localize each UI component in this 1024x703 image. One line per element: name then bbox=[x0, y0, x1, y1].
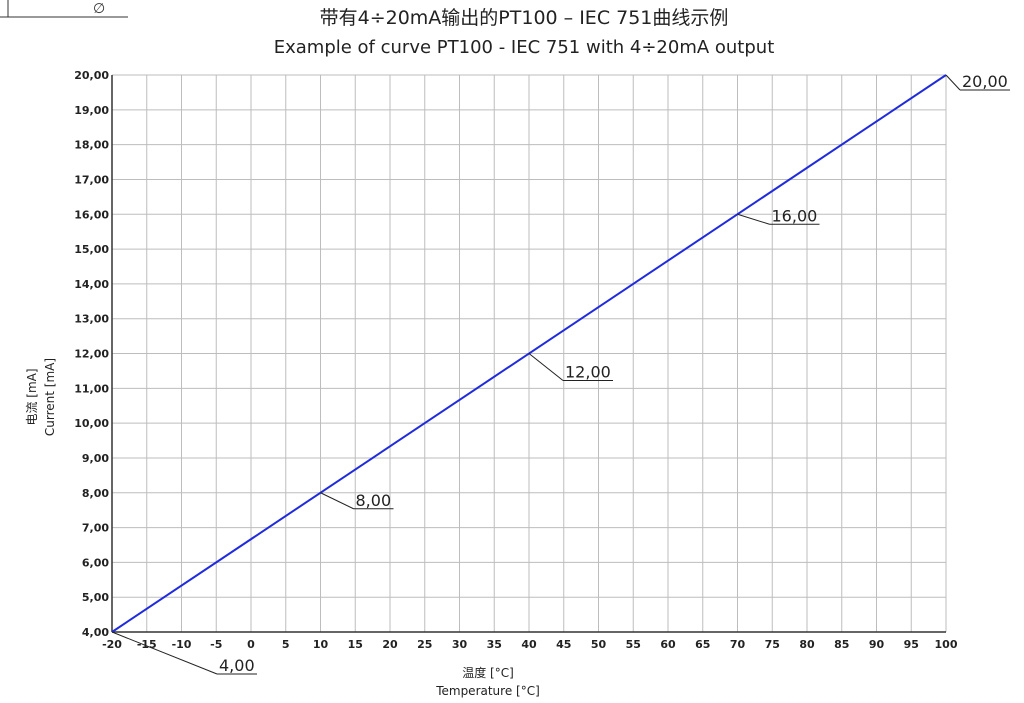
y-tick-label: 12,00 bbox=[74, 348, 109, 361]
x-tick-label: 0 bbox=[247, 638, 255, 651]
y-tick-label: 4,00 bbox=[82, 626, 109, 639]
x-tick-label: 80 bbox=[799, 638, 815, 651]
y-tick-label: 8,00 bbox=[82, 487, 109, 500]
data-label: 8,00 bbox=[356, 491, 392, 510]
x-tick-label: 75 bbox=[765, 638, 780, 651]
data-label: 20,00 bbox=[962, 72, 1008, 91]
y-tick-label: 10,00 bbox=[74, 417, 109, 430]
chart-title-en: Example of curve PT100 - IEC 751 with 4÷… bbox=[274, 37, 775, 58]
y-tick-label: 16,00 bbox=[74, 208, 109, 221]
y-tick-label: 13,00 bbox=[74, 313, 109, 326]
x-tick-label: 50 bbox=[591, 638, 607, 651]
grid bbox=[111, 74, 947, 633]
x-tick-label: 10 bbox=[313, 638, 329, 651]
y-axis-label-cn: 电流 [mA] bbox=[25, 368, 39, 425]
callout-leader bbox=[945, 74, 961, 91]
x-tick-label: 60 bbox=[660, 638, 676, 651]
callout-leader bbox=[320, 492, 354, 510]
x-tick-label: 35 bbox=[487, 638, 502, 651]
tick-labels: 4,00 5,00 6,00 7,00 8,00 9,00 10,00 11,00 12,00 1… bbox=[74, 69, 958, 651]
x-tick-label: 5 bbox=[282, 638, 290, 651]
x-tick-label: -5 bbox=[210, 638, 222, 651]
x-tick-label: 20 bbox=[382, 638, 398, 651]
axes bbox=[111, 75, 946, 633]
x-axis-label-en: Temperature [°C] bbox=[435, 684, 540, 698]
y-tick-label: 17,00 bbox=[74, 173, 109, 186]
x-tick-label: 55 bbox=[626, 638, 641, 651]
callout-leader bbox=[111, 631, 218, 675]
x-tick-label: -10 bbox=[172, 638, 192, 651]
data-label: 4,00 bbox=[219, 656, 255, 675]
annotations: 4,00 8,00 12,00 16,00 20,00 bbox=[111, 72, 1010, 675]
data-label: 16,00 bbox=[772, 206, 818, 225]
x-tick-label: 25 bbox=[417, 638, 432, 651]
x-tick-label: 90 bbox=[869, 638, 885, 651]
x-tick-label: 100 bbox=[935, 638, 958, 651]
x-tick-label: 45 bbox=[556, 638, 571, 651]
y-tick-label: 19,00 bbox=[74, 104, 109, 117]
corner-mark: ∅ bbox=[0, 0, 128, 18]
data-label: 12,00 bbox=[565, 363, 611, 382]
y-tick-label: 5,00 bbox=[82, 591, 109, 604]
x-tick-label: 30 bbox=[452, 638, 468, 651]
y-tick-label: 11,00 bbox=[74, 382, 109, 395]
x-tick-label: 65 bbox=[695, 638, 710, 651]
y-tick-label: 15,00 bbox=[74, 243, 109, 256]
x-axis-label-cn: 温度 [°C] bbox=[462, 665, 514, 680]
x-tick-label: 40 bbox=[521, 638, 537, 651]
x-tick-label: 95 bbox=[904, 638, 919, 651]
y-tick-label: 9,00 bbox=[82, 452, 109, 465]
y-tick-label: 14,00 bbox=[74, 278, 109, 291]
callout-leader bbox=[737, 213, 770, 225]
callout-leader bbox=[528, 353, 564, 381]
x-tick-label: -20 bbox=[102, 638, 122, 651]
x-tick-label: 85 bbox=[834, 638, 849, 651]
y-axis-label-en: Current [mA] bbox=[43, 358, 57, 436]
x-tick-label: 70 bbox=[730, 638, 746, 651]
x-tick-label: 15 bbox=[348, 638, 363, 651]
y-tick-label: 7,00 bbox=[82, 522, 109, 535]
chart-title-cn: 带有4÷20mA输出的PT100 – IEC 751曲线示例 bbox=[320, 7, 729, 29]
corner-symbol: ∅ bbox=[93, 1, 105, 17]
y-tick-label: 20,00 bbox=[74, 69, 109, 82]
y-tick-label: 18,00 bbox=[74, 139, 109, 152]
y-tick-label: 6,00 bbox=[82, 556, 109, 569]
